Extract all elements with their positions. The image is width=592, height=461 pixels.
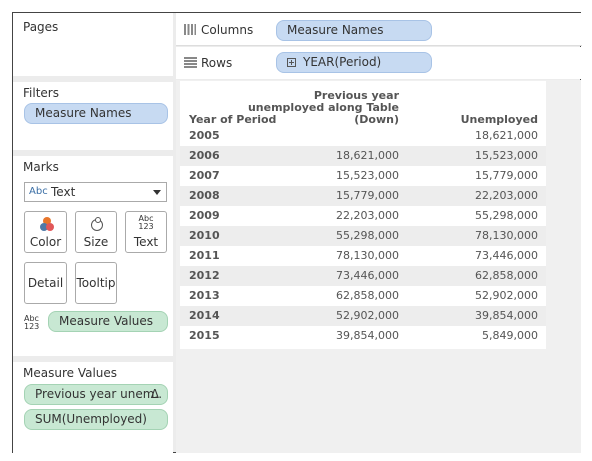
text-label: Text [133, 235, 159, 249]
previous-cell: 62,858,000 [336, 289, 399, 302]
table-row: 2015 39,854,000 5,849,000 [180, 326, 546, 346]
tooltip-button[interactable]: Tooltip [75, 262, 117, 304]
pages-card: Pages [13, 13, 173, 76]
rows-pill-label: YEAR(Period) [303, 55, 382, 69]
columns-shelf: Columns Measure Names [176, 13, 582, 46]
unemployed-cell: 78,130,000 [475, 229, 538, 242]
size-label: Size [83, 235, 109, 249]
columns-icon [184, 24, 196, 35]
table-row: 2014 52,902,000 39,854,000 [180, 306, 546, 326]
measure-values-card: Measure Values Previous year unem.. Δ SU… [13, 362, 173, 453]
year-cell: 2010 [189, 229, 220, 242]
year-cell: 2005 [189, 129, 220, 142]
previous-cell: 15,523,000 [336, 169, 399, 182]
rows-pill[interactable]: YEAR(Period) [276, 52, 432, 73]
pages-title: Pages [23, 20, 59, 34]
color-button[interactable]: Color [24, 211, 67, 253]
color-icon [40, 217, 54, 231]
measure-pill-label: Previous year unem.. [35, 387, 163, 401]
year-cell: 2015 [189, 329, 220, 342]
previous-cell: 78,130,000 [336, 249, 399, 262]
text-icon-abc: Abc [138, 214, 154, 223]
tableau-window: Pages Filters Measure Names Marks Abc Te… [12, 12, 582, 453]
size-button[interactable]: Size [75, 211, 117, 253]
unemployed-cell: 39,854,000 [475, 309, 538, 322]
header-unemployed: Unemployed [460, 113, 538, 126]
header-previous-line: Previous year [313, 89, 399, 102]
measure-pill[interactable]: SUM(Unemployed) [24, 409, 168, 430]
unemployed-cell: 73,446,000 [475, 249, 538, 262]
header-year: Year of Period [189, 113, 277, 126]
measure-pill-badge: Δ [150, 387, 159, 401]
measure-values-icon-123: 123 [24, 322, 40, 331]
unemployed-cell: 22,203,000 [475, 189, 538, 202]
mark-type-icon: Abc [29, 186, 48, 197]
measure-values-icon-abc: Abc [24, 314, 39, 323]
header-previous-line: unemployed along Table [247, 101, 399, 114]
table-row: 2012 73,446,000 62,858,000 [180, 266, 546, 286]
text-icon-123: 123 [138, 222, 154, 231]
unemployed-cell: 55,298,000 [475, 209, 538, 222]
unemployed-cell: 15,779,000 [475, 169, 538, 182]
table-row: 2006 18,621,000 15,523,000 [180, 146, 546, 166]
rows-label: Rows [201, 56, 233, 70]
year-cell: 2008 [189, 189, 220, 202]
year-cell: 2013 [189, 289, 220, 302]
previous-cell: 22,203,000 [336, 209, 399, 222]
columns-pill[interactable]: Measure Names [276, 20, 432, 41]
table-row: 2009 22,203,000 55,298,000 [180, 206, 546, 226]
unemployed-cell: 15,523,000 [475, 149, 538, 162]
dropdown-arrow [153, 190, 161, 195]
view: Year of Period Previous year unemployed … [176, 80, 581, 453]
expand-icon [287, 58, 296, 67]
year-cell: 2006 [189, 149, 220, 162]
table-row: 2013 62,858,000 52,902,000 [180, 286, 546, 306]
rows-icon [184, 57, 197, 68]
year-cell: 2011 [189, 249, 220, 262]
marks-title: Marks [23, 160, 59, 174]
previous-cell: 39,854,000 [336, 329, 399, 342]
measure-values-title: Measure Values [23, 366, 118, 380]
table-row: 2010 55,298,000 78,130,000 [180, 226, 546, 246]
previous-cell: 73,446,000 [336, 269, 399, 282]
table-row: 2007 15,523,000 15,779,000 [180, 166, 546, 186]
filter-pill[interactable]: Measure Names [24, 103, 168, 124]
table-row: 2011 78,130,000 73,446,000 [180, 246, 546, 266]
text-button[interactable]: Abc 123 Text [125, 211, 167, 253]
rows-shelf: Rows YEAR(Period) [176, 47, 582, 79]
table-row: 2008 15,779,000 22,203,000 [180, 186, 546, 206]
previous-cell: 52,902,000 [336, 309, 399, 322]
unemployed-cell: 62,858,000 [475, 269, 538, 282]
mark-type-dropdown[interactable]: Abc Text [24, 182, 167, 202]
detail-button[interactable]: Detail [24, 262, 67, 304]
header-previous: Previous year unemployed along Table (Do… [248, 90, 399, 126]
previous-cell: 18,621,000 [336, 149, 399, 162]
year-cell: 2009 [189, 209, 220, 222]
table-row: 2005 18,621,000 [180, 126, 546, 146]
columns-label: Columns [201, 23, 254, 37]
crosstab: Year of Period Previous year unemployed … [180, 81, 546, 349]
year-cell: 2012 [189, 269, 220, 282]
mark-type-label: Text [51, 185, 76, 199]
unemployed-cell: 52,902,000 [475, 289, 538, 302]
color-label: Color [29, 235, 62, 249]
year-cell: 2007 [189, 169, 220, 182]
year-cell: 2014 [189, 309, 220, 322]
unemployed-cell: 18,621,000 [475, 129, 538, 142]
measure-values-pill[interactable]: Measure Values [48, 311, 168, 332]
filters-card: Filters Measure Names [13, 82, 173, 150]
header-previous-line: (Down) [354, 113, 399, 126]
filters-title: Filters [23, 86, 59, 100]
marks-card: Marks Abc Text Color Size Abc 123 Text D… [13, 156, 173, 356]
measure-pill[interactable]: Previous year unem.. Δ [24, 384, 168, 405]
size-icon [91, 217, 103, 231]
previous-cell: 15,779,000 [336, 189, 399, 202]
previous-cell: 55,298,000 [336, 229, 399, 242]
unemployed-cell: 5,849,000 [482, 329, 538, 342]
